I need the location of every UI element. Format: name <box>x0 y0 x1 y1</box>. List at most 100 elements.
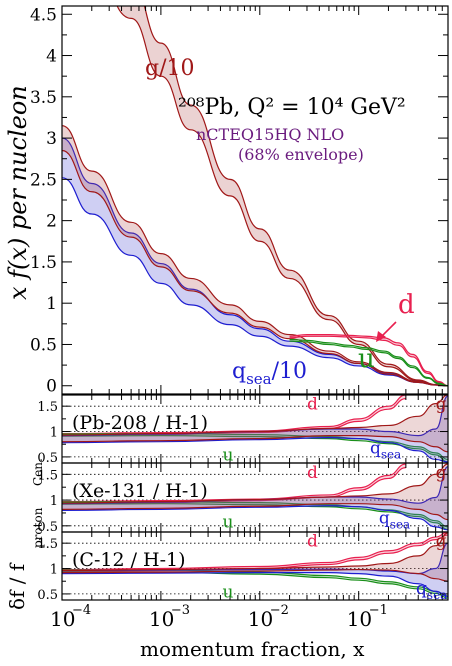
ratio2-ytick-label: 1 <box>50 563 58 578</box>
ratio0-y-ticks: 0.5 1 1.5 <box>37 400 448 466</box>
x-tick-label: 10 <box>248 607 273 631</box>
top-panel-title: ²⁰⁸Pb, Q² = 10⁴ GeV² <box>178 95 406 120</box>
ratio0-ytick-label: 1.5 <box>37 400 58 415</box>
x-axis-title: momentum fraction, x <box>140 637 365 661</box>
ratio2-label-qsea: qsea <box>416 579 447 602</box>
x-tick-exponent: −1 <box>369 603 388 618</box>
ratio0-lower-qsea <box>62 437 448 463</box>
label-u: u <box>358 344 375 374</box>
top-lower-g-10 <box>116 6 448 387</box>
ratio0-ytick-label: 0.5 <box>37 451 58 466</box>
top-panel-subtitle-1: nCTEQ15HQ NLO <box>196 125 344 144</box>
top-band-g-10 <box>117 6 448 386</box>
ratio-panel-pb: 0.5 1 1.5 (Pb-208 / H-1) d g u qsea <box>37 394 449 466</box>
ratio2-ytick-label: 1.5 <box>37 537 58 552</box>
x-tick-label: 10 <box>50 607 75 631</box>
ratio2-upper-d <box>62 532 448 571</box>
top-ytick-label: 0.5 <box>30 335 57 355</box>
x-tick-exponent: −4 <box>72 603 91 618</box>
ratio2-label-g: g <box>436 532 447 552</box>
ratio1-label-qsea: qsea <box>379 509 410 532</box>
y-axis-title-ratio-sup: proton <box>31 507 45 548</box>
ratio1-y-ticks: 0.5 1 1.5 <box>37 468 448 535</box>
top-lower-qsea-10-red-envelope- <box>62 149 448 387</box>
ratio1-x-ticks <box>61 463 449 532</box>
top-band-qsea-10-red-envelope- <box>62 125 448 386</box>
ratio2-upper-g <box>62 532 448 572</box>
ratio1-label-u: u <box>223 513 234 533</box>
top-band-u <box>289 339 448 386</box>
ratio1-ytick-label: 1.5 <box>37 468 58 483</box>
ratio2-panel-label: (C-12 / H-1) <box>72 549 186 571</box>
top-panel: 0 0.5 1 1.5 2 2.5 3 3.5 4 4.5 <box>30 5 449 397</box>
ratio0-upper-d <box>62 395 406 435</box>
x-tick-label: 10 <box>149 607 174 631</box>
ratio2-lower-g <box>62 568 448 582</box>
top-band-qsea-10 <box>62 138 448 386</box>
ratio1-ytick-label: 1 <box>50 494 58 509</box>
top-ytick-label: 1.5 <box>30 253 57 273</box>
ratio1-label-d: d <box>307 463 318 483</box>
x-tick-exponent: −2 <box>270 603 289 618</box>
d-arrow <box>376 321 397 342</box>
y-axis-title-top: x f(x) per nucleon <box>4 85 32 300</box>
top-ytick-label: 0 <box>46 377 57 397</box>
ratio0-x-ticks <box>61 395 449 463</box>
y-axis-title-ratio-sub: Cen. <box>31 458 45 486</box>
ratio0-panel-label: (Pb-208 / H-1) <box>72 412 208 434</box>
ratio1-band-g <box>62 464 448 520</box>
ratio2-x-ticks <box>61 532 449 600</box>
ratio0-label-u: u <box>223 445 234 465</box>
ratio0-band-g <box>62 395 448 452</box>
ratio1-ytick-label: 0.5 <box>37 520 58 535</box>
top-x-ticks <box>61 6 449 394</box>
ratio0-lower-u <box>62 434 448 463</box>
ratio0-lower-g <box>62 434 448 453</box>
top-upper-g-10 <box>143 6 448 387</box>
top-lower-d <box>289 335 448 387</box>
top-ytick-label: 4 <box>46 47 57 67</box>
ratio2-lower-qsea <box>62 571 448 598</box>
ratio0-ytick-label: 1 <box>50 426 58 441</box>
ratio-panel-c: 0.5 1 1.5 (C-12 / H-1) d g u qsea <box>37 531 449 603</box>
top-upper-qsea-10-red-envelope- <box>62 125 448 387</box>
ratio0-label-g: g <box>436 395 447 415</box>
top-panel-subtitle-2: (68% envelope) <box>238 145 364 164</box>
top-ytick-label: 3.5 <box>30 88 57 108</box>
ratio2-y-ticks: 0.5 1 1.5 <box>37 537 448 603</box>
top-upper-qsea-10 <box>62 137 448 387</box>
x-tick-labels: 10−4 10−3 10−2 10−1 <box>50 603 388 631</box>
ratio2-label-u: u <box>223 582 234 602</box>
ratio1-upper-d <box>62 463 406 503</box>
ratio1-bands <box>62 463 448 531</box>
ratio2-label-d: d <box>307 532 318 552</box>
ratio2-ytick-label: 0.5 <box>37 588 58 603</box>
ratio0-label-d: d <box>307 395 318 415</box>
top-y-ticks: 0 0.5 1 1.5 2 2.5 3 3.5 4 4.5 <box>30 5 448 397</box>
x-tick-label: 10 <box>347 607 372 631</box>
ratio1-band-qsea <box>62 466 448 530</box>
top-upper-u <box>289 338 448 387</box>
y-axis-title-ratio: δf / f <box>5 562 29 610</box>
ratio1-lower-qsea <box>62 505 448 531</box>
ratio-panel-xe: 0.5 1 1.5 (Xe-131 / H-1) d g u qsea <box>37 462 449 535</box>
top-ytick-label: 4.5 <box>30 5 57 25</box>
ratio0-bands <box>62 395 448 463</box>
top-ytick-label: 1 <box>46 294 57 314</box>
ratio2-bands <box>62 532 448 599</box>
label-g10: g/10 <box>145 56 195 81</box>
top-ytick-label: 3 <box>46 129 57 149</box>
label-d: d <box>398 290 415 320</box>
top-lower-u <box>289 340 448 387</box>
ratio1-label-g: g <box>436 463 447 483</box>
top-ytick-label: 2 <box>46 212 57 232</box>
label-qsea10: qsea/10 <box>232 359 307 388</box>
ratio0-label-qsea: qsea <box>370 438 401 461</box>
top-ytick-label: 2.5 <box>30 170 57 190</box>
top-bands <box>62 6 448 387</box>
x-tick-exponent: −3 <box>171 603 190 618</box>
ratio1-lower-u <box>62 503 448 531</box>
ratio1-upper-g <box>62 463 448 504</box>
ratio1-panel-label: (Xe-131 / H-1) <box>72 480 208 502</box>
